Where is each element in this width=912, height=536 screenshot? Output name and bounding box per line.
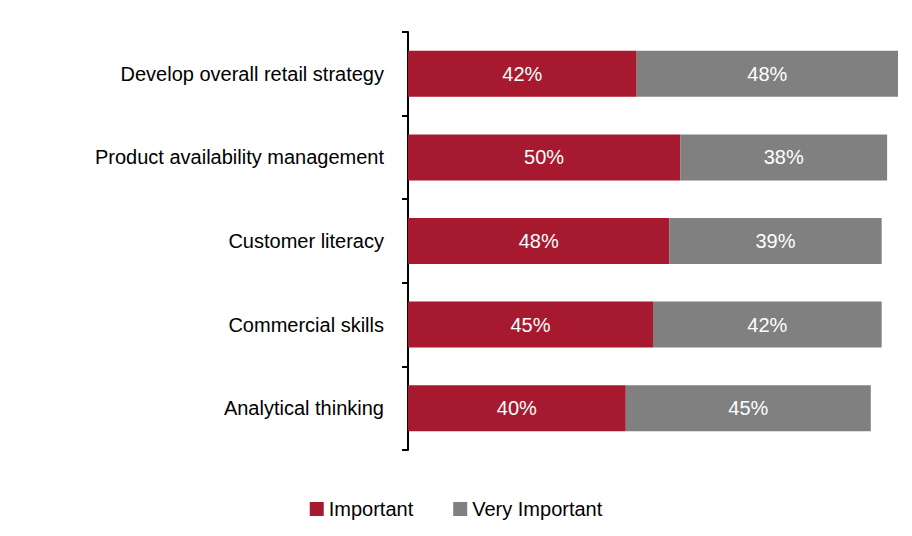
svg-text:48%: 48% [747, 63, 787, 85]
svg-text:Analytical thinking: Analytical thinking [224, 397, 384, 419]
svg-text:Product availability managemen: Product availability management [95, 146, 384, 168]
svg-text:48%: 48% [519, 230, 559, 252]
svg-text:Customer literacy: Customer literacy [228, 230, 384, 252]
svg-text:Important: Important [329, 498, 414, 520]
svg-text:Develop overall retail strateg: Develop overall retail strategy [121, 63, 384, 85]
svg-text:45%: 45% [510, 314, 550, 336]
svg-text:42%: 42% [502, 63, 542, 85]
svg-text:38%: 38% [764, 146, 804, 168]
svg-text:40%: 40% [497, 397, 537, 419]
svg-text:42%: 42% [747, 314, 787, 336]
svg-text:Commercial skills: Commercial skills [228, 314, 384, 336]
svg-text:39%: 39% [755, 230, 795, 252]
svg-text:45%: 45% [728, 397, 768, 419]
svg-text:Very Important: Very Important [472, 498, 603, 520]
svg-text:50%: 50% [524, 146, 564, 168]
